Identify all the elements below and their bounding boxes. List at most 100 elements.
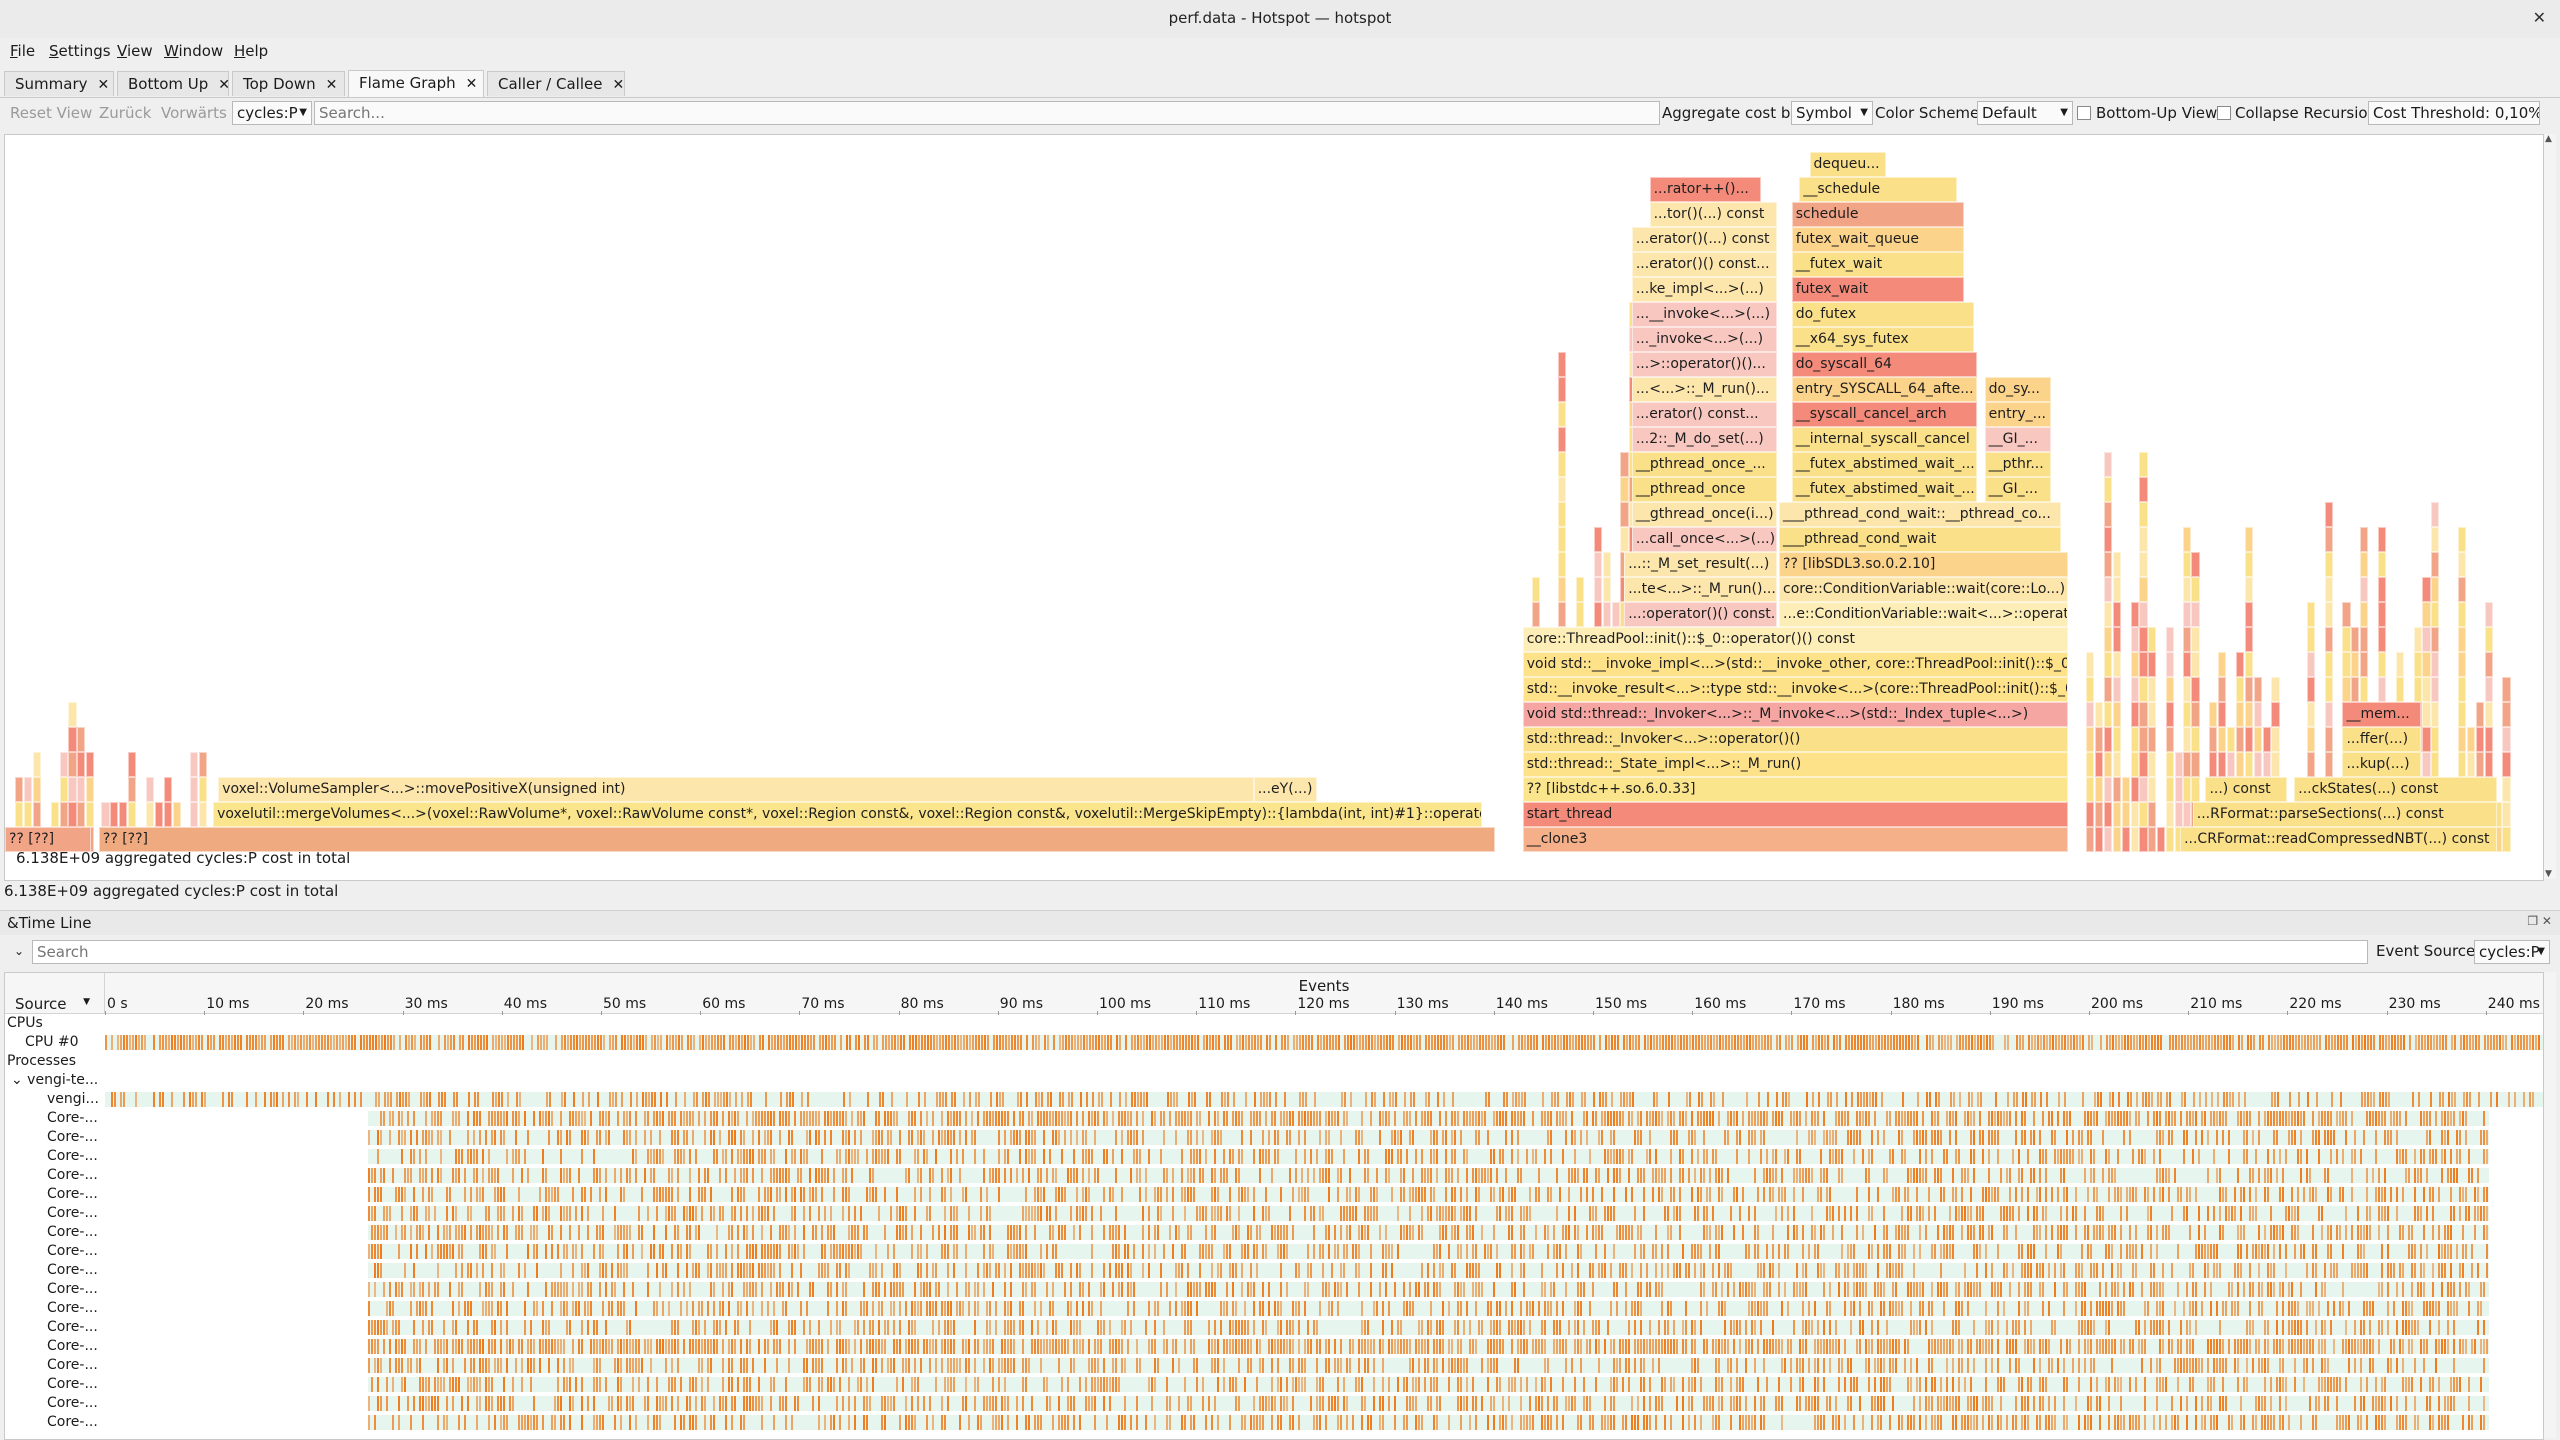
flame-stack-block[interactable] xyxy=(2139,677,2148,702)
close-icon[interactable]: ✕ xyxy=(218,77,231,93)
flame-stack-block[interactable] xyxy=(2253,752,2262,777)
flame-frame[interactable]: core::ConditionVariable::wait(core::Lo..… xyxy=(1779,577,2069,602)
color-scheme-select[interactable]: Default ▼ xyxy=(1977,101,2073,125)
flame-stack-block[interactable] xyxy=(2191,752,2200,777)
flame-stack-block[interactable] xyxy=(2306,602,2316,627)
flame-stack-block[interactable] xyxy=(1558,427,1567,452)
flame-frame[interactable]: __futex_wait xyxy=(1791,252,1965,277)
flame-stack-block[interactable] xyxy=(1558,502,1567,527)
flame-stack-block[interactable] xyxy=(2244,752,2253,777)
flame-stack-block[interactable] xyxy=(2166,752,2175,777)
flame-stack-block[interactable] xyxy=(128,802,137,827)
flame-stack-block[interactable] xyxy=(2431,677,2440,702)
tab-bottom-up[interactable]: Bottom Up ✕ xyxy=(117,71,231,96)
flame-stack-block[interactable] xyxy=(2103,602,2113,627)
flame-frame[interactable]: __pthread_once_... xyxy=(1631,452,1777,477)
flame-stack-block[interactable] xyxy=(2306,727,2316,752)
flame-stack-block[interactable] xyxy=(2244,702,2253,727)
flame-stack-block[interactable] xyxy=(2086,827,2095,852)
flame-stack-block[interactable] xyxy=(2244,652,2253,677)
timeline-lane[interactable] xyxy=(368,1282,2492,1297)
flame-stack-block[interactable] xyxy=(2112,652,2121,677)
flame-stack-block[interactable] xyxy=(1611,602,1620,627)
flame-stack-block[interactable] xyxy=(2166,677,2175,702)
collapse-recursion-checkbox[interactable] xyxy=(2217,106,2231,120)
flame-stack-block[interactable] xyxy=(2422,677,2431,702)
flame-stack-block[interactable] xyxy=(2306,702,2316,727)
flame-stack-block[interactable] xyxy=(2271,677,2280,702)
flame-stack-block[interactable] xyxy=(2244,727,2253,752)
flame-stack-block[interactable] xyxy=(2378,627,2387,652)
flame-stack-block[interactable] xyxy=(119,802,128,827)
flame-stack-block[interactable] xyxy=(190,802,199,827)
flame-stack-block[interactable] xyxy=(2139,827,2148,852)
flame-stack-block[interactable] xyxy=(50,802,59,827)
close-icon[interactable]: ✕ xyxy=(325,77,338,93)
flame-stack-block[interactable] xyxy=(2139,727,2148,752)
flame-stack-block[interactable] xyxy=(2484,677,2493,702)
aggregate-select[interactable]: Symbol ▼ xyxy=(1791,101,1873,125)
timeline-row-label[interactable]: Core-... xyxy=(47,1167,98,1183)
flame-search-input[interactable] xyxy=(314,101,1660,125)
menu-settings[interactable]: Settings xyxy=(49,42,111,60)
flame-frame[interactable]: do_sy... xyxy=(1984,377,2051,402)
flame-stack-block[interactable] xyxy=(2086,677,2095,702)
flame-stack-block[interactable] xyxy=(2218,677,2227,702)
flame-stack-block[interactable] xyxy=(2148,627,2157,652)
flame-stack-block[interactable] xyxy=(2103,552,2113,577)
timeline-row-label[interactable]: Core-... xyxy=(47,1262,98,1278)
flame-stack-block[interactable] xyxy=(2227,727,2236,752)
flame-stack-block[interactable] xyxy=(2244,677,2253,702)
flame-stack-block[interactable] xyxy=(2112,602,2121,627)
flame-stack-block[interactable] xyxy=(2360,677,2369,702)
flame-stack-block[interactable] xyxy=(2139,602,2148,627)
flame-stack-block[interactable] xyxy=(2475,752,2484,777)
flame-stack-block[interactable] xyxy=(59,777,68,802)
flame-stack-block[interactable] xyxy=(77,802,86,827)
flame-frame[interactable]: ...<...>::_M_run()... xyxy=(1631,377,1777,402)
flame-stack-block[interactable] xyxy=(2422,652,2431,677)
flame-stack-block[interactable] xyxy=(2431,727,2440,752)
scroll-down-icon[interactable]: ▼ xyxy=(2545,869,2552,879)
flame-stack-block[interactable] xyxy=(2431,527,2440,552)
timeline-lane[interactable] xyxy=(368,1130,2492,1145)
flame-frame[interactable]: start_thread xyxy=(1522,802,2069,827)
flame-frame[interactable]: core::ThreadPool::init()::$_0::operator(… xyxy=(1522,627,2069,652)
flame-stack-block[interactable] xyxy=(2457,702,2467,727)
flame-stack-block[interactable] xyxy=(2502,727,2511,752)
flame-stack-block[interactable] xyxy=(2342,677,2351,702)
flame-stack-block[interactable] xyxy=(2466,727,2475,752)
flame-stack-block[interactable] xyxy=(2378,577,2387,602)
flame-stack-block[interactable] xyxy=(2103,477,2113,502)
flame-stack-block[interactable] xyxy=(2324,577,2333,602)
timeline-lane[interactable] xyxy=(368,1149,2492,1164)
flame-stack-block[interactable] xyxy=(2271,752,2280,777)
flame-stack-block[interactable] xyxy=(2095,702,2104,727)
flame-stack-block[interactable] xyxy=(2218,727,2227,752)
flame-stack-block[interactable] xyxy=(1558,602,1567,627)
flame-stack-block[interactable] xyxy=(2182,702,2191,727)
flame-stack-block[interactable] xyxy=(2306,627,2316,652)
flame-stack-block[interactable] xyxy=(2262,752,2271,777)
flame-stack-block[interactable] xyxy=(2103,652,2113,677)
flame-stack-block[interactable] xyxy=(2182,777,2191,802)
flame-stack-block[interactable] xyxy=(2422,702,2431,727)
flame-stack-block[interactable] xyxy=(32,802,42,827)
flame-stack-block[interactable] xyxy=(2086,652,2095,677)
timeline-lane[interactable] xyxy=(368,1187,2490,1202)
timeline-row-label[interactable]: Core-... xyxy=(47,1243,98,1259)
flame-stack-block[interactable] xyxy=(145,777,154,802)
flame-frame[interactable]: do_futex xyxy=(1791,302,1975,327)
flame-stack-block[interactable] xyxy=(2235,727,2244,752)
timeline-row-label[interactable]: Core-... xyxy=(47,1148,98,1164)
flame-stack-block[interactable] xyxy=(2148,802,2157,827)
flame-stack-block[interactable] xyxy=(2112,552,2121,577)
flame-frame[interactable]: ...:operator()() const... xyxy=(1624,602,1777,627)
flame-stack-block[interactable] xyxy=(2130,802,2139,827)
flame-stack-block[interactable] xyxy=(1593,577,1602,602)
flame-stack-block[interactable] xyxy=(2431,752,2440,777)
flame-stack-block[interactable] xyxy=(2502,777,2511,802)
flame-stack-block[interactable] xyxy=(2148,702,2157,727)
flame-stack-block[interactable] xyxy=(2351,627,2360,652)
flame-frame[interactable]: ...__invoke<...>(...) xyxy=(1631,302,1777,327)
